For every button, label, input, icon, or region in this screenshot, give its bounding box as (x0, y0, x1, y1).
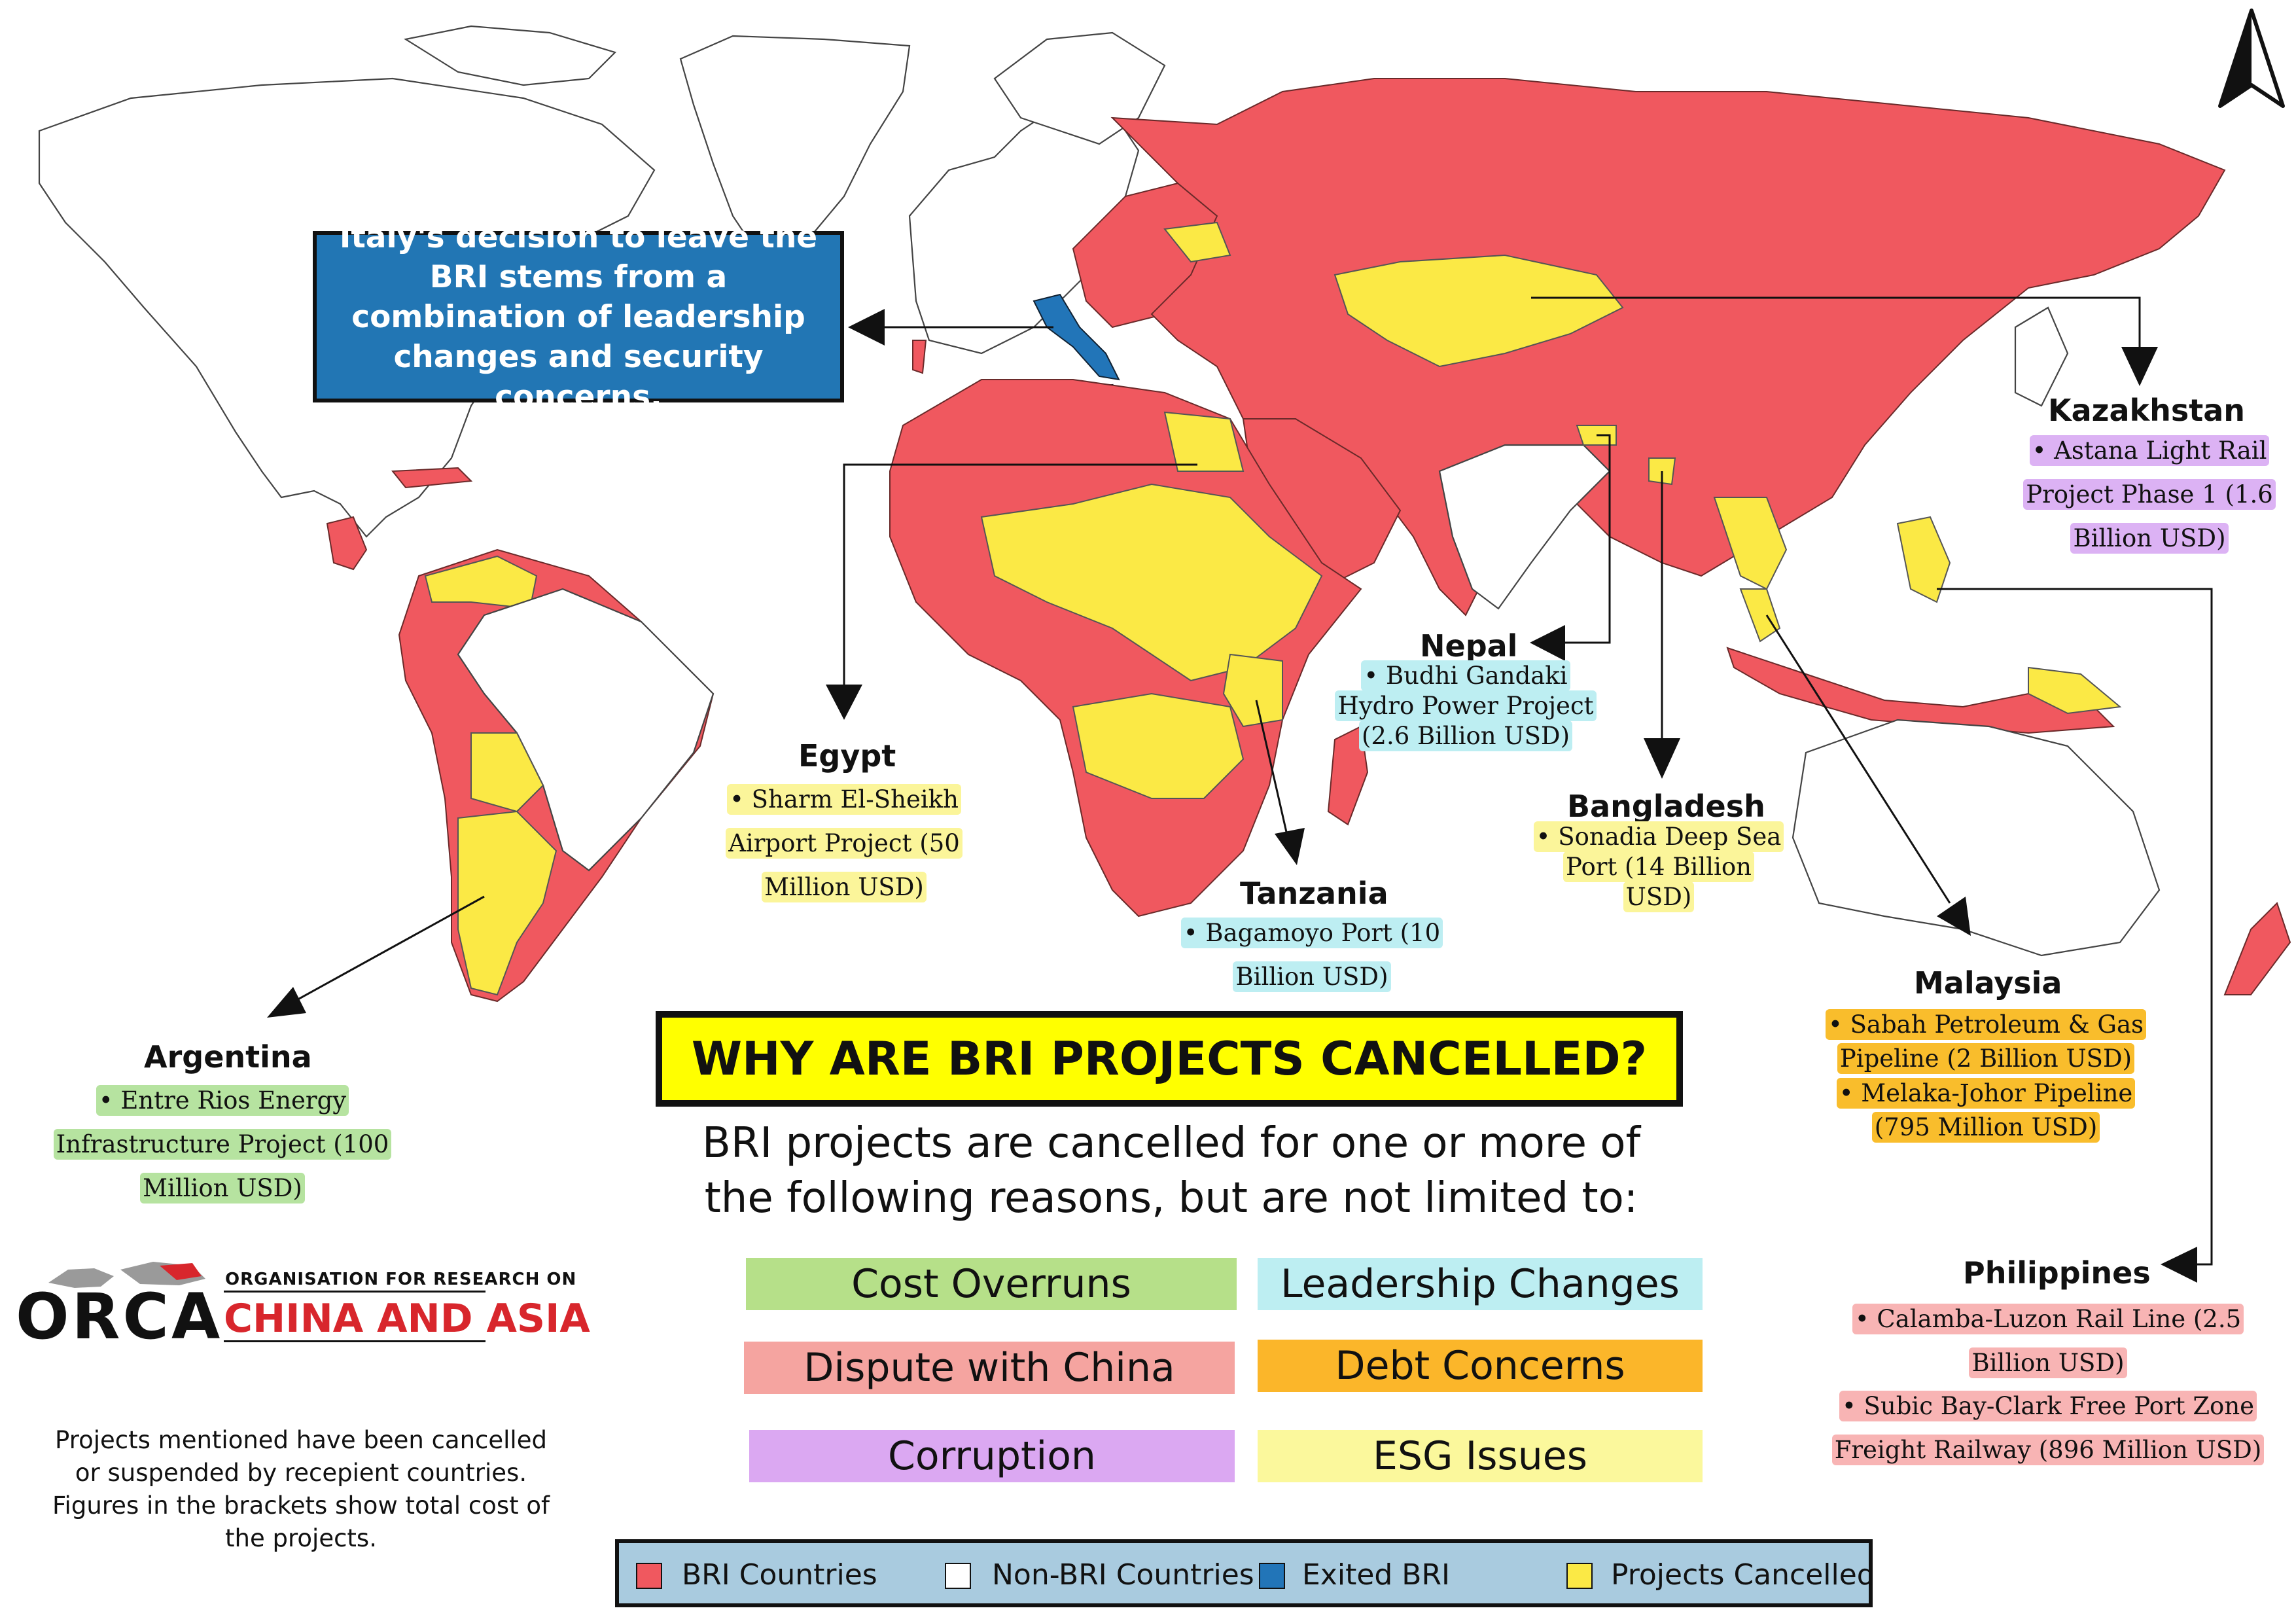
land-png (2028, 666, 2122, 715)
land-arctic-islands (404, 25, 617, 86)
project-malaysia-2: • Melaka-Johor Pipeline (795 Million USD… (1826, 1077, 2146, 1145)
reason-cost-overruns: Cost Overruns (746, 1258, 1237, 1310)
project-text: • Melaka-Johor Pipeline (795 Million USD… (1836, 1078, 2136, 1143)
arrowhead-nepal (1530, 625, 1565, 661)
arrowhead-philippines (2161, 1247, 2197, 1283)
project-text: • Sonadia Deep Sea Port (14 Billion USD) (1533, 821, 1784, 912)
footnote: Projects mentioned have been cancelled o… (52, 1426, 550, 1552)
country-label-argentina: Argentina (144, 1039, 312, 1075)
arrowhead-bangladesh (1644, 738, 1680, 779)
country-label-egypt: Egypt (798, 738, 896, 774)
project-text: • Subic Bay-Clark Free Port Zone Freight… (1831, 1391, 2265, 1465)
country-label-nepal: Nepal (1420, 628, 1518, 664)
project-philippines-1: • Calamba-Luzon Rail Line (2.5 Billion U… (1826, 1297, 2270, 1385)
project-text: • Entre Rios Energy Infrastructure Proje… (53, 1085, 392, 1204)
project-text: • Sabah Petroleum & Gas Pipeline (2 Bill… (1826, 1009, 2146, 1074)
map-legend: BRI Countries Non-BRI Countries Exited B… (615, 1539, 1875, 1607)
pointer-malaysia (1765, 615, 1951, 904)
subtitle: BRI projects are cancelled for one or mo… (701, 1119, 1641, 1222)
italy-exit-callout: Italy's decision to leave the BRI stems … (313, 219, 844, 415)
reason-leadership-changes: Leadership Changes (1258, 1258, 1703, 1310)
project-text: • Calamba-Luzon Rail Line (2.5 Billion U… (1852, 1304, 2244, 1378)
arrowhead-kazakhstan (2121, 347, 2158, 386)
orca-org-line: ORGANISATION FOR RESEARCH ON (225, 1270, 577, 1289)
land-indonesia (1726, 647, 2115, 734)
country-label-tanzania: Tanzania (1240, 876, 1388, 911)
reason-debt-concerns: Debt Concerns (1258, 1340, 1703, 1392)
arrowhead-egypt (826, 685, 862, 720)
project-argentina: • Entre Rios Energy Infrastructure Proje… (52, 1079, 393, 1210)
project-text: • Bagamoyo Port (10 Billion USD) (1180, 918, 1443, 992)
project-text: • Astana Light Rail Project Phase 1 (1.6… (2023, 435, 2276, 554)
land-tanzania (1222, 653, 1283, 728)
project-malaysia-1: • Sabah Petroleum & Gas Pipeline (2 Bill… (1826, 1008, 2146, 1076)
land-sahel-yellow (980, 483, 1323, 682)
land-greenland (679, 35, 911, 270)
legend-label-exited: Exited BRI (1302, 1558, 1451, 1592)
legend-label-bri: BRI Countries (682, 1558, 877, 1592)
land-philippines (1896, 516, 1951, 603)
pointer-egypt (843, 463, 1197, 687)
project-bangladesh: • Sonadia Deep Sea Port (14 Billion USD) (1531, 821, 1786, 912)
legend-swatch-bri (636, 1563, 662, 1589)
land-japan (2014, 306, 2069, 407)
italy-callout-text: Italy's decision to leave the BRI stems … (339, 219, 818, 415)
pointer-kazakhstan (1531, 296, 2141, 347)
project-tanzania: • Bagamoyo Port (10 Billion USD) (1178, 911, 1446, 999)
land-cuba (391, 467, 473, 489)
land-argentina (457, 810, 557, 996)
land-central-america (326, 516, 368, 571)
land-southern-africa-yellow (1072, 692, 1245, 799)
north-arrow-icon (2218, 9, 2285, 108)
country-label-malaysia: Malaysia (1914, 965, 2062, 1001)
pointer-tanzania (1255, 700, 1289, 838)
land-kazakhstan (1333, 254, 1624, 368)
land-new-zealand (2223, 902, 2291, 995)
reason-esg-issues: ESG Issues (1258, 1430, 1703, 1482)
land-madagascar (1327, 725, 1369, 826)
land-scandinavia (993, 31, 1166, 145)
reason-corruption: Corruption (749, 1430, 1235, 1482)
arrowhead-tanzania (1275, 828, 1305, 865)
pointer-nepal (1564, 434, 1611, 644)
land-brazil (457, 588, 715, 872)
land-eastern-europe-yellow (1163, 221, 1231, 263)
country-label-philippines: Philippines (1963, 1255, 2151, 1291)
land-malaysia (1739, 588, 1781, 643)
project-egypt: • Sharm El-Sheikh Airport Project (50 Mi… (713, 777, 975, 909)
project-nepal: • Budhi Gandaki Hydro Power Project (2.6… (1328, 660, 1603, 751)
country-label-bangladesh: Bangladesh (1567, 789, 1765, 824)
legend-label-cancelled: Projects Cancelled (1611, 1558, 1875, 1592)
reason-dispute-with-china: Dispute with China (744, 1342, 1235, 1394)
legend-swatch-cancelled (1566, 1563, 1593, 1589)
land-india (1438, 444, 1611, 610)
orca-china-asia-line: CHINA AND ASIA (224, 1296, 590, 1342)
legend-label-non-bri: Non-BRI Countries (992, 1558, 1254, 1592)
land-portugal (912, 340, 927, 374)
project-philippines-2: • Subic Bay-Clark Free Port Zone Freight… (1826, 1384, 2270, 1472)
arrowhead-italy (848, 309, 885, 346)
project-kazakhstan: • Astana Light Rail Project Phase 1 (1.6… (2015, 429, 2284, 560)
world-mark-icon (48, 1262, 205, 1288)
headline: WHY ARE BRI PROJECTS CANCELLED? (656, 1011, 1683, 1107)
logo-divider (224, 1291, 486, 1293)
land-bolivia (470, 732, 544, 813)
legend-swatch-exited (1259, 1563, 1285, 1589)
orca-logo: ORCA ORGANISATION FOR RESEARCH ON CHINA … (16, 1257, 590, 1353)
land-italy (1033, 293, 1120, 381)
project-text: • Sharm El-Sheikh Airport Project (50 Mi… (726, 784, 963, 902)
orca-wordmark: ORCA (16, 1280, 223, 1353)
arrowhead-malaysia (1937, 897, 1971, 936)
project-text: • Budhi Gandaki Hydro Power Project (2.6… (1335, 660, 1597, 751)
arrowhead-argentina (267, 987, 306, 1018)
legend-swatch-non-bri (945, 1563, 971, 1589)
land-australia (1792, 719, 2161, 957)
logo-underline (224, 1340, 486, 1342)
country-label-kazakhstan: Kazakhstan (2048, 393, 2245, 428)
land-egypt (1163, 411, 1245, 472)
pointer-argentina (294, 895, 485, 1003)
